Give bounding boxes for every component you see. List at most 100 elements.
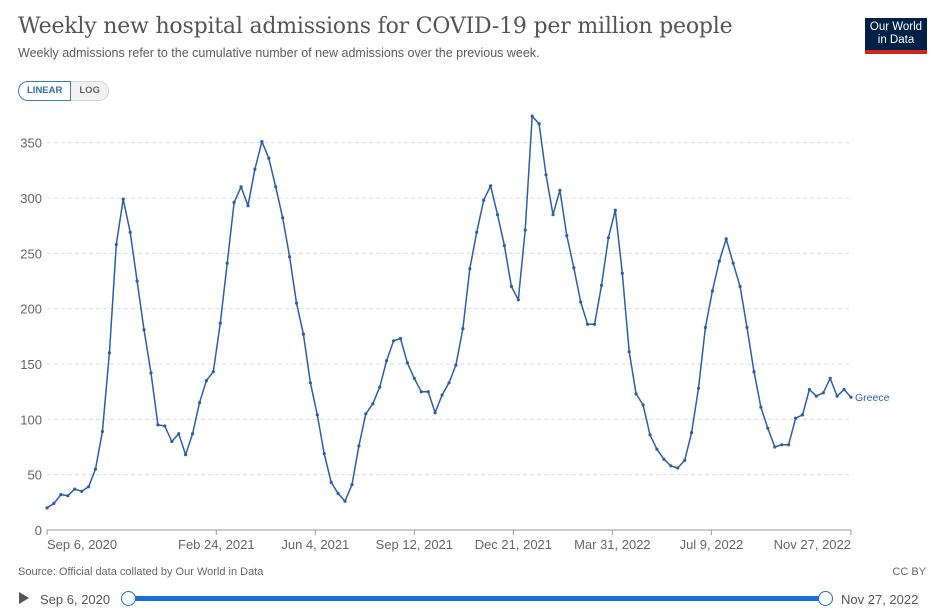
data-point xyxy=(690,431,694,435)
data-point xyxy=(398,336,403,341)
data-point xyxy=(45,506,49,510)
play-icon[interactable] xyxy=(19,592,29,604)
y-tick-label: 350 xyxy=(20,136,42,151)
data-point xyxy=(364,412,368,416)
data-point xyxy=(780,443,784,447)
data-point xyxy=(80,489,84,493)
data-point xyxy=(710,289,715,293)
data-point xyxy=(593,322,597,326)
y-tick-label: 150 xyxy=(20,357,42,372)
data-point xyxy=(357,444,361,448)
data-point xyxy=(114,242,118,247)
x-tick-label: Mar 31, 2022 xyxy=(574,537,651,552)
data-point xyxy=(606,236,611,240)
data-point xyxy=(197,401,202,405)
data-point xyxy=(66,494,70,498)
data-point xyxy=(773,445,777,449)
data-point xyxy=(211,370,215,374)
data-point xyxy=(329,480,333,484)
data-point xyxy=(87,485,91,489)
license-link[interactable]: CC BY xyxy=(892,566,926,578)
source-note[interactable]: Source: Official data collated by Our Wo… xyxy=(18,566,264,578)
log-scale-button[interactable]: LOG xyxy=(71,81,109,101)
data-point xyxy=(371,402,375,406)
data-point xyxy=(703,325,708,330)
data-point xyxy=(447,381,451,385)
data-point xyxy=(405,361,409,365)
data-point xyxy=(350,483,354,487)
data-point xyxy=(835,394,839,398)
data-point xyxy=(107,351,111,355)
linear-scale-button[interactable]: LINEAR xyxy=(18,81,72,101)
data-point xyxy=(426,390,430,394)
data-point xyxy=(717,259,721,263)
data-point xyxy=(482,198,486,202)
y-tick-label: 300 xyxy=(20,191,42,206)
timeline-end-label: Nov 27, 2022 xyxy=(841,592,919,607)
y-tick-label: 50 xyxy=(28,468,42,483)
data-point xyxy=(599,283,604,287)
data-point xyxy=(502,244,506,248)
data-point xyxy=(495,213,500,217)
data-point xyxy=(475,230,479,234)
data-point xyxy=(163,424,167,428)
timeline-track[interactable] xyxy=(128,596,825,601)
timeline-start-handle[interactable] xyxy=(121,591,136,606)
data-point xyxy=(156,423,160,427)
data-point xyxy=(724,237,728,241)
data-point xyxy=(343,499,347,503)
data-point xyxy=(634,392,638,396)
data-point xyxy=(128,230,132,234)
data-point xyxy=(738,284,742,289)
data-point xyxy=(385,359,389,363)
data-point xyxy=(516,298,520,302)
data-point xyxy=(572,266,576,270)
data-point xyxy=(828,376,832,380)
data-point xyxy=(620,271,624,275)
scale-toggle: LINEAR LOG xyxy=(18,81,109,101)
data-point xyxy=(100,429,104,434)
timeline-end-handle[interactable] xyxy=(818,591,833,606)
data-point xyxy=(336,491,340,496)
data-point xyxy=(745,325,749,330)
data-point xyxy=(142,328,146,332)
data-point xyxy=(461,327,465,331)
data-point xyxy=(627,350,631,354)
data-point xyxy=(412,376,416,380)
data-point xyxy=(232,200,236,204)
owid-logo[interactable]: Our World in Data xyxy=(865,18,927,54)
data-point xyxy=(586,322,590,326)
data-point xyxy=(807,387,812,392)
data-point xyxy=(392,339,396,343)
data-point xyxy=(565,234,569,238)
data-point xyxy=(537,122,541,126)
data-point xyxy=(322,452,326,456)
data-point xyxy=(558,188,562,192)
data-point xyxy=(204,379,208,383)
data-point xyxy=(59,493,63,497)
data-point xyxy=(433,411,437,415)
x-tick-label: Dec 21, 2021 xyxy=(475,537,552,552)
data-point xyxy=(509,284,513,289)
data-point xyxy=(800,413,805,417)
data-point xyxy=(288,255,292,259)
x-tick-label: Sep 6, 2020 xyxy=(47,537,117,552)
data-point xyxy=(794,416,798,420)
data-point xyxy=(759,405,763,409)
data-point xyxy=(731,261,735,265)
data-point xyxy=(281,216,285,220)
data-point xyxy=(821,391,825,395)
data-point xyxy=(696,386,701,390)
chart-title: Weekly new hospital admissions for COVID… xyxy=(18,14,733,39)
x-tick-label: Jun 4, 2021 xyxy=(281,537,349,552)
data-point xyxy=(551,213,555,217)
y-tick-label: 0 xyxy=(35,523,42,538)
data-point xyxy=(523,228,527,232)
data-point xyxy=(301,332,305,336)
data-point xyxy=(267,156,271,160)
data-point xyxy=(149,371,153,375)
data-point xyxy=(454,363,458,367)
data-point xyxy=(613,208,617,212)
data-point xyxy=(655,447,659,451)
data-point xyxy=(766,426,770,430)
